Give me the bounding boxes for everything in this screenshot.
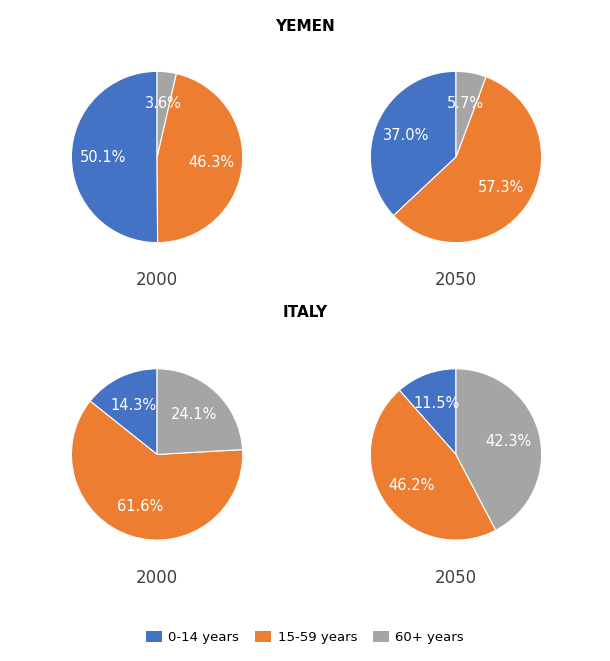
Legend: 0-14 years, 15-59 years, 60+ years: 0-14 years, 15-59 years, 60+ years (141, 625, 469, 649)
Text: 24.1%: 24.1% (171, 407, 218, 422)
Text: 2000: 2000 (136, 271, 178, 290)
Text: 2050: 2050 (435, 568, 477, 587)
Wedge shape (90, 369, 157, 455)
Wedge shape (370, 71, 456, 215)
Text: 3.6%: 3.6% (145, 96, 182, 110)
Wedge shape (157, 369, 243, 455)
Wedge shape (456, 71, 486, 157)
Text: 57.3%: 57.3% (478, 180, 525, 194)
Wedge shape (157, 73, 243, 243)
Text: YEMEN: YEMEN (275, 19, 335, 34)
Text: 50.1%: 50.1% (79, 149, 126, 165)
Text: 5.7%: 5.7% (447, 96, 484, 111)
Text: 37.0%: 37.0% (383, 128, 429, 143)
Text: 42.3%: 42.3% (486, 434, 532, 449)
Text: 14.3%: 14.3% (110, 398, 157, 413)
Wedge shape (71, 71, 157, 243)
Wedge shape (393, 77, 542, 243)
Wedge shape (71, 401, 243, 540)
Wedge shape (456, 369, 542, 530)
Text: ITALY: ITALY (282, 305, 328, 321)
Text: 2000: 2000 (136, 568, 178, 587)
Text: 61.6%: 61.6% (118, 498, 163, 514)
Text: 2050: 2050 (435, 271, 477, 290)
Text: 46.3%: 46.3% (188, 155, 234, 171)
Text: 11.5%: 11.5% (414, 396, 460, 411)
Wedge shape (400, 369, 456, 455)
Wedge shape (157, 71, 176, 157)
Wedge shape (370, 390, 496, 540)
Text: 46.2%: 46.2% (388, 478, 434, 492)
